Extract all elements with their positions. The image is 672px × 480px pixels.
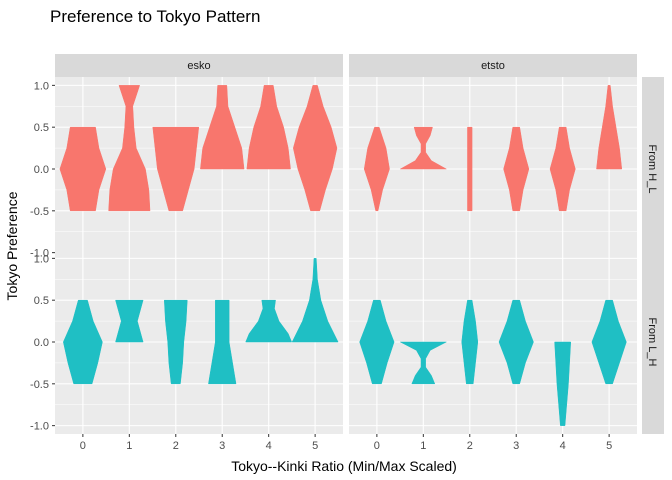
panel-esko-From H_L [55,77,343,261]
violin-esko-From L_H-2 [164,299,188,385]
column-strip-esko [55,54,343,77]
violin-etsto-From L_H-5 [591,299,627,385]
y-tick-label: -0.5 [30,379,49,391]
panel-etsto-From L_H [349,250,637,434]
violin-esko-From L_H-0 [63,299,103,385]
panel-etsto-From H_L [349,77,637,261]
violin-esko-From L_H-5 [291,258,339,343]
x-tick-label: 1 [420,440,426,452]
violin-etsto-From H_L-3 [503,126,530,212]
x-tick-label: 0 [374,440,380,452]
violin-esko-From H_L-3 [200,85,245,170]
x-axis-title: Tokyo--Kinki Ratio (Min/Max Scaled) [231,458,457,474]
column-strip-etsto [349,54,637,77]
violin-esko-From H_L-4 [246,85,291,170]
panels-layer: esko etsto From H_L From L_H -1.0 -0.5 0.0 0.5 1… [30,54,664,452]
row-strip-label: From L_H [646,318,658,367]
x-tick-label: 4 [560,440,566,452]
x-tick-label: 0 [80,440,86,452]
violin-etsto-From H_L-0 [363,126,390,212]
violin-etsto-From L_H-2 [461,299,479,385]
y-tick-label: 1.0 [34,80,49,92]
row-strip-From L_H [642,250,664,434]
violin-esko-From H_L-1 [108,85,151,212]
y-tick-label: -1.0 [30,248,49,260]
violin-esko-From H_L-2 [152,126,200,212]
column-strip-label: esko [187,60,210,72]
x-tick-label: 1 [126,440,132,452]
violin-esko-From L_H-4 [245,299,292,343]
chart-title: Preference to Tokyo Pattern [50,7,260,26]
violin-etsto-From L_H-1 [400,341,447,385]
violin-esko-From L_H-3 [208,299,237,385]
x-tick-label: 2 [173,440,179,452]
x-tick-label: 3 [219,440,225,452]
panel-esko-From L_H [55,250,343,434]
y-tick-label: 0.0 [34,164,49,176]
y-tick-label: 0.0 [34,337,49,349]
y-tick-label: 0.5 [34,295,49,307]
violin-etsto-From H_L-4 [549,126,576,212]
x-tick-label: 4 [266,440,272,452]
violin-etsto-From H_L-1 [400,126,447,170]
violin-etsto-From L_H-3 [498,299,534,385]
x-tick-label: 5 [606,440,612,452]
x-tick-label: 5 [312,440,318,452]
x-tick-label: 2 [467,440,473,452]
x-tick-label: 3 [513,440,519,452]
row-strip-From H_L [642,77,664,261]
y-tick-label: 0.5 [34,122,49,134]
y-tick-label: 1.0 [34,253,49,265]
y-tick-label: -1.0 [30,421,49,433]
violin-etsto-From L_H-4 [554,341,571,426]
column-strip-label: etsto [481,60,505,72]
violin-etsto-From H_L-2 [467,126,473,212]
y-axis-title: Tokyo Preference [4,191,20,300]
y-tick-label: -0.5 [30,206,49,218]
violin-etsto-From H_L-5 [596,85,623,170]
violin-esko-From H_L-5 [293,85,338,212]
row-strip-label: From H_L [646,145,658,194]
violin-esko-From H_L-0 [59,126,107,212]
violin-etsto-From L_H-0 [359,299,395,385]
violin-esko-From L_H-1 [115,299,144,343]
